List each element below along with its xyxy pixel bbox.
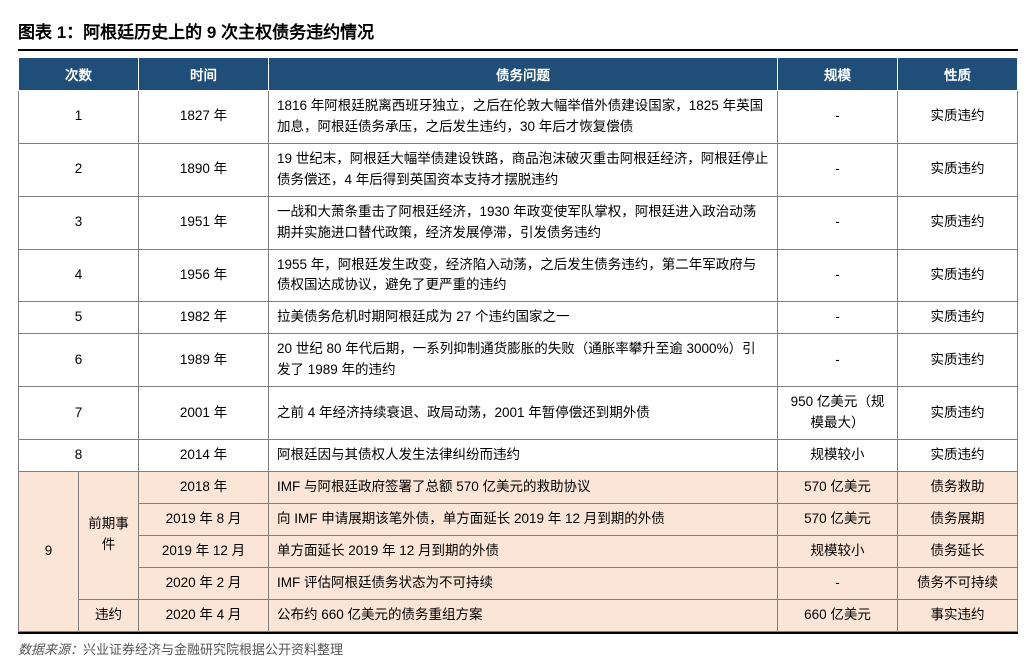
- cell-desc: 之前 4 年经济持续衰退、政局动荡，2001 年暂停偿还到期外债: [269, 387, 778, 440]
- table-row: 2020 年 2 月 IMF 评估阿根廷债务状态为不可持续 - 债务不可持续: [19, 567, 1018, 599]
- cell-type: 实质违约: [898, 249, 1018, 302]
- table-row: 5 1982 年 拉美债务危机时期阿根廷成为 27 个违约国家之一 - 实质违约: [19, 302, 1018, 334]
- cell-desc: 阿根廷因与其债权人发生法律纠纷而违约: [269, 439, 778, 471]
- cell-type: 实质违约: [898, 334, 1018, 387]
- cell-desc: 1816 年阿根廷脱离西班牙独立，之后在伦敦大幅举借外债建设国家，1825 年英…: [269, 91, 778, 144]
- cell-scale: 570 亿美元: [778, 471, 898, 503]
- cell-no: 8: [19, 439, 139, 471]
- cell-time: 1956 年: [139, 249, 269, 302]
- cell-time: 1989 年: [139, 334, 269, 387]
- cell-desc: 一战和大萧条重击了阿根廷经济，1930 年政变使军队掌权，阿根廷进入政治动荡期并…: [269, 196, 778, 249]
- footer: 数据来源：兴业证券经济与金融研究院根据公开资料整理: [18, 632, 1018, 658]
- cell-no: 4: [19, 249, 139, 302]
- cell-type: 债务不可持续: [898, 567, 1018, 599]
- col-header-desc: 债务问题: [269, 58, 778, 91]
- cell-scale: -: [778, 302, 898, 334]
- cell-scale: -: [778, 567, 898, 599]
- table-row: 4 1956 年 1955 年，阿根廷发生政变，经济陷入动荡，之后发生债务违约，…: [19, 249, 1018, 302]
- table-row: 8 2014 年 阿根廷因与其债权人发生法律纠纷而违约 规模较小 实质违约: [19, 439, 1018, 471]
- table-row: 9 前期事件 2018 年 IMF 与阿根廷政府签署了总额 570 亿美元的救助…: [19, 471, 1018, 503]
- cell-desc: 19 世纪末，阿根廷大幅举债建设铁路，商品泡沫破灭重击阿根廷经济，阿根廷停止债务…: [269, 143, 778, 196]
- table-row: 6 1989 年 20 世纪 80 年代后期，一系列抑制通货膨胀的失败（通胀率攀…: [19, 334, 1018, 387]
- cell-scale: 规模较小: [778, 439, 898, 471]
- cell-time: 2019 年 12 月: [139, 535, 269, 567]
- cell-scale: 950 亿美元（规模最大）: [778, 387, 898, 440]
- footer-label: 数据来源：: [18, 642, 83, 657]
- cell-time: 1951 年: [139, 196, 269, 249]
- cell-scale: -: [778, 334, 898, 387]
- cell-no: 5: [19, 302, 139, 334]
- cell-time: 2019 年 8 月: [139, 503, 269, 535]
- cell-scale: -: [778, 196, 898, 249]
- figure-title: 图表 1：阿根廷历史上的 9 次主权债务违约情况: [18, 18, 1018, 51]
- cell-time: 2018 年: [139, 471, 269, 503]
- cell-sublabel-default: 违约: [79, 599, 139, 631]
- cell-type: 实质违约: [898, 387, 1018, 440]
- cell-no: 6: [19, 334, 139, 387]
- cell-type: 实质违约: [898, 196, 1018, 249]
- cell-desc: IMF 与阿根廷政府签署了总额 570 亿美元的救助协议: [269, 471, 778, 503]
- cell-scale: 570 亿美元: [778, 503, 898, 535]
- cell-no: 9: [19, 471, 79, 631]
- cell-type: 债务延长: [898, 535, 1018, 567]
- cell-time: 2014 年: [139, 439, 269, 471]
- col-header-type: 性质: [898, 58, 1018, 91]
- cell-sublabel-pre: 前期事件: [79, 471, 139, 599]
- cell-type: 债务救助: [898, 471, 1018, 503]
- cell-time: 2020 年 4 月: [139, 599, 269, 631]
- cell-no: 3: [19, 196, 139, 249]
- table-row: 1 1827 年 1816 年阿根廷脱离西班牙独立，之后在伦敦大幅举借外债建设国…: [19, 91, 1018, 144]
- cell-desc: 向 IMF 申请展期该笔外债，单方面延长 2019 年 12 月到期的外债: [269, 503, 778, 535]
- cell-desc: 拉美债务危机时期阿根廷成为 27 个违约国家之一: [269, 302, 778, 334]
- table-row: 违约 2020 年 4 月 公布约 660 亿美元的债务重组方案 660 亿美元…: [19, 599, 1018, 631]
- cell-scale: -: [778, 249, 898, 302]
- cell-scale: -: [778, 143, 898, 196]
- cell-type: 实质违约: [898, 143, 1018, 196]
- table-header-row: 次数 时间 债务问题 规模 性质: [19, 58, 1018, 91]
- cell-desc: 单方面延长 2019 年 12 月到期的外债: [269, 535, 778, 567]
- cell-scale: 规模较小: [778, 535, 898, 567]
- cell-desc: IMF 评估阿根廷债务状态为不可持续: [269, 567, 778, 599]
- cell-time: 1827 年: [139, 91, 269, 144]
- cell-time: 2020 年 2 月: [139, 567, 269, 599]
- table-row: 2019 年 12 月 单方面延长 2019 年 12 月到期的外债 规模较小 …: [19, 535, 1018, 567]
- table-row: 7 2001 年 之前 4 年经济持续衰退、政局动荡，2001 年暂停偿还到期外…: [19, 387, 1018, 440]
- cell-type: 债务展期: [898, 503, 1018, 535]
- cell-no: 1: [19, 91, 139, 144]
- table-row: 3 1951 年 一战和大萧条重击了阿根廷经济，1930 年政变使军队掌权，阿根…: [19, 196, 1018, 249]
- cell-time: 1982 年: [139, 302, 269, 334]
- cell-desc: 1955 年，阿根廷发生政变，经济陷入动荡，之后发生债务违约，第二年军政府与债权…: [269, 249, 778, 302]
- col-header-no: 次数: [19, 58, 139, 91]
- table-row: 2019 年 8 月 向 IMF 申请展期该笔外债，单方面延长 2019 年 1…: [19, 503, 1018, 535]
- cell-no: 2: [19, 143, 139, 196]
- defaults-table: 次数 时间 债务问题 规模 性质 1 1827 年 1816 年阿根廷脱离西班牙…: [18, 57, 1018, 632]
- cell-desc: 20 世纪 80 年代后期，一系列抑制通货膨胀的失败（通胀率攀升至逾 3000%…: [269, 334, 778, 387]
- cell-scale: 660 亿美元: [778, 599, 898, 631]
- cell-scale: -: [778, 91, 898, 144]
- footer-text: 兴业证券经济与金融研究院根据公开资料整理: [83, 642, 343, 657]
- cell-time: 2001 年: [139, 387, 269, 440]
- col-header-time: 时间: [139, 58, 269, 91]
- cell-desc: 公布约 660 亿美元的债务重组方案: [269, 599, 778, 631]
- col-header-scale: 规模: [778, 58, 898, 91]
- cell-type: 实质违约: [898, 91, 1018, 144]
- cell-type: 实质违约: [898, 439, 1018, 471]
- cell-type: 事实违约: [898, 599, 1018, 631]
- cell-no: 7: [19, 387, 139, 440]
- cell-time: 1890 年: [139, 143, 269, 196]
- table-row: 2 1890 年 19 世纪末，阿根廷大幅举债建设铁路，商品泡沫破灭重击阿根廷经…: [19, 143, 1018, 196]
- cell-type: 实质违约: [898, 302, 1018, 334]
